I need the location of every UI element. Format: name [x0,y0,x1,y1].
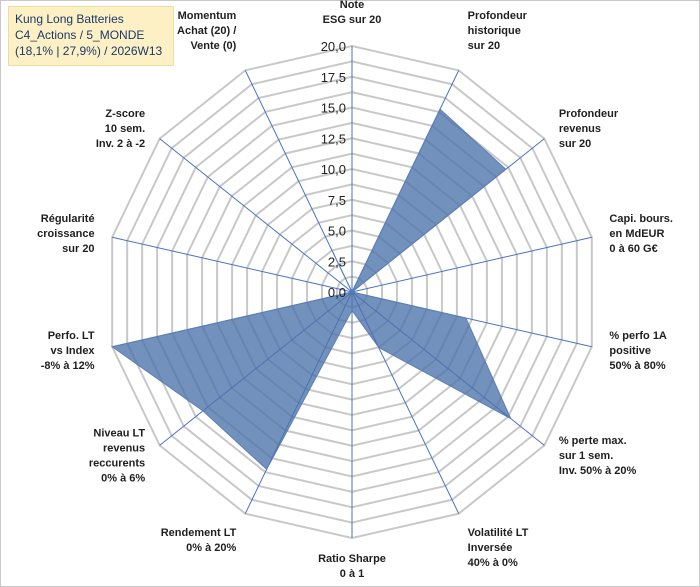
axis-label-9-0: Niveau LT [93,427,145,439]
axis-label-1-1: historique [468,25,521,37]
tick-label-1: 2,5 [328,254,346,269]
axis-label-1-0: Profondeur [468,10,528,22]
axis-label-8-1: 0% à 20% [186,542,236,554]
axis-label-1-2: sur 20 [468,40,500,52]
axis-label-9-3: 0% à 6% [101,472,145,484]
axis-label-6-0: Volatilité LT [468,527,529,539]
axis-label-3-2: 0 à 60 G€ [609,243,657,255]
axis-label-5-2: Inv. 50% à 20% [559,465,637,477]
axis-label-7-0: Ratio Sharpe [318,553,386,565]
axis-label-0-0: Note [340,0,364,11]
chart-title-box: Kung Long Batteries C4_Actions / 5_MONDE… [8,6,174,66]
axis-label-9-1: revenus [103,442,145,454]
tick-label-8: 20,0 [321,39,346,54]
axis-label-13-1: Achat (20) / [177,25,236,37]
tick-label-5: 12,5 [321,131,346,146]
axis-label-5-1: sur 1 sem. [559,450,613,462]
chart-title-line-3: (18,1% | 27,9%) / 2026W13 [15,44,163,58]
axis-label-10-0: Perfo. LT [48,330,95,342]
tick-label-4: 10,0 [321,162,346,177]
tick-label-2: 5,0 [328,224,346,239]
axis-label-8-0: Rendement LT [161,527,237,539]
axis-label-12-2: Inv. 2 à -2 [96,138,145,150]
axis-spoke-3 [351,236,592,293]
tick-label-0: 0,0 [328,285,346,300]
axis-label-11-0: Régularité [41,213,95,225]
axis-label-13-2: Vente (0) [190,40,236,52]
axis-label-5-0: % perte max. [559,435,627,447]
axis-spoke-12 [159,138,353,293]
axis-label-3-0: Capi. bours. [609,213,673,225]
axis-label-10-1: vs Index [51,345,96,357]
axis-label-6-2: 40% à 0% [468,557,518,569]
axis-label-2-1: revenus [559,123,601,135]
tick-label-3: 7,5 [328,193,346,208]
axis-label-7-1: 0 à 1 [340,568,364,580]
axis-label-11-1: croissance [37,228,94,240]
axis-label-2-2: sur 20 [559,138,591,150]
series-area [110,108,512,471]
axis-label-0-1: ESG sur 20 [323,14,382,26]
axis-label-11-2: sur 20 [62,243,94,255]
axis-label-12-0: Z-score [105,108,145,120]
chart-title-line-1: Kung Long Batteries [15,12,124,26]
axis-label-13-0: Momentum [178,10,237,22]
axis-label-2-0: Profondeur [559,108,619,120]
axis-label-6-1: Inversée [468,542,513,554]
tick-label-7: 17,5 [321,70,346,85]
axis-label-10-2: -8% à 12% [41,360,95,372]
axis-label-9-2: reccurents [89,457,145,469]
axis-label-4-0: % perfo 1A [609,330,667,342]
axis-spoke-11 [112,236,353,293]
axis-label-4-1: positive [609,345,651,357]
axis-label-4-2: 50% à 80% [609,360,665,372]
axis-label-3-1: en MdEUR [609,228,664,240]
chart-title-line-2: C4_Actions / 5_MONDE [15,28,145,42]
axis-label-12-1: 10 sem. [105,123,145,135]
tick-label-6: 15,0 [321,101,346,116]
